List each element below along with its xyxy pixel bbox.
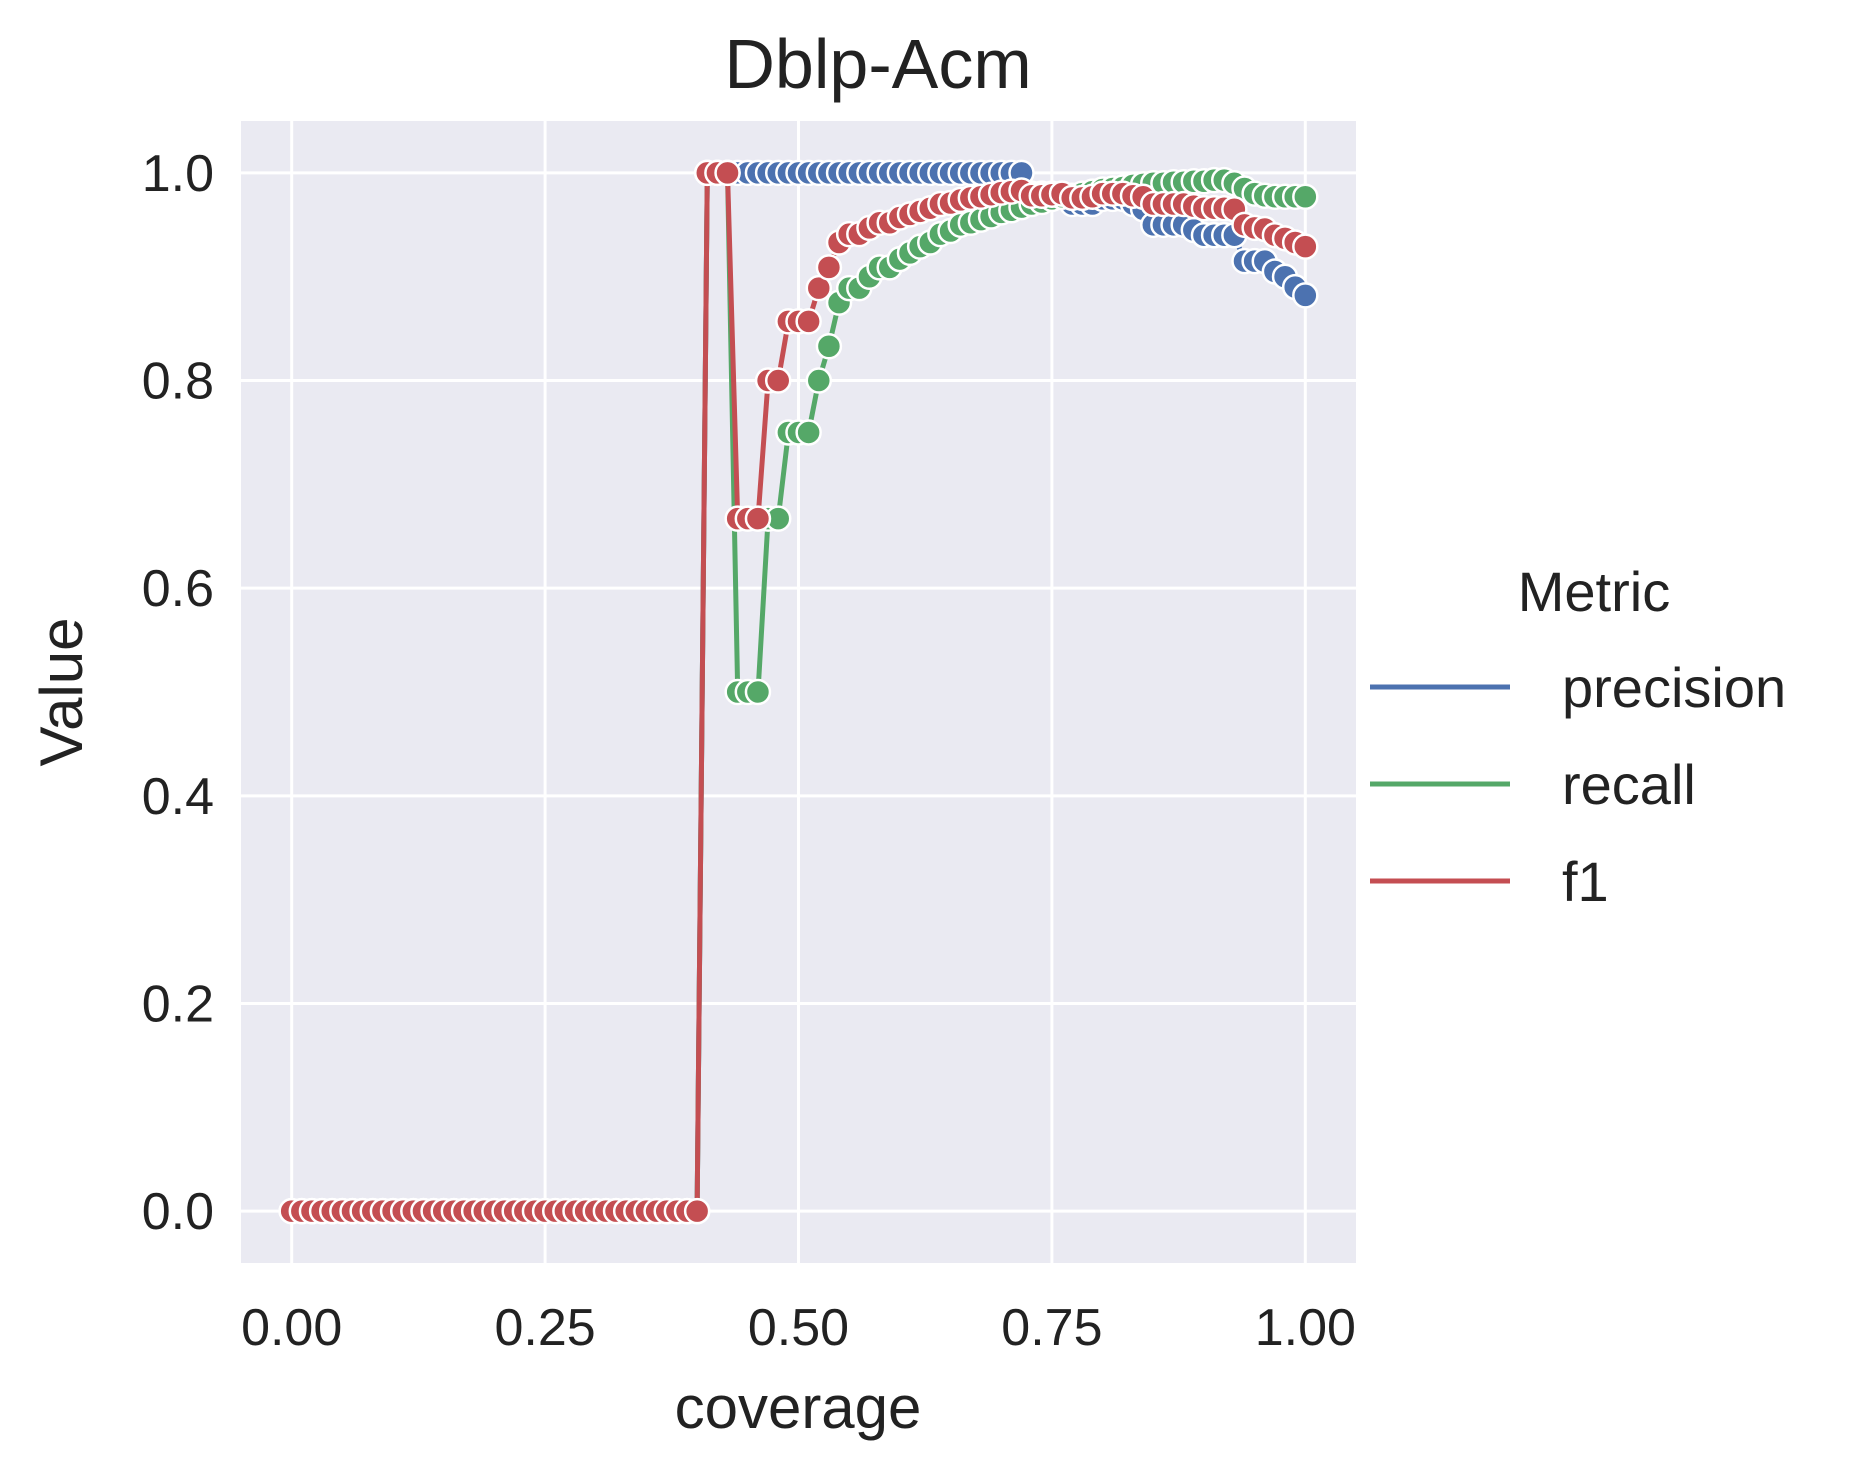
legend-label-recall: recall: [1562, 753, 1696, 816]
series-layer: [278, 159, 1319, 1225]
data-point-f1: [764, 367, 792, 394]
series-f1: [278, 159, 1319, 1225]
y-tick-label: 0.2: [142, 975, 214, 1033]
data-point-recall: [744, 678, 772, 706]
legend-label-precision: precision: [1562, 656, 1786, 719]
data-point-f1: [683, 1197, 711, 1225]
y-tick-label: 0.4: [142, 768, 214, 826]
data-point-f1: [1292, 233, 1319, 260]
x-tick-labels: 0.00 0.25 0.50 0.75 1.00: [241, 1299, 1356, 1357]
y-tick-label: 0.0: [142, 1183, 214, 1241]
data-point-f1: [714, 159, 741, 187]
y-tick-label: 0.8: [142, 353, 214, 411]
x-axis-label: coverage: [675, 1374, 922, 1441]
data-point-precision: [1292, 282, 1319, 309]
y-tick-label: 1.0: [142, 145, 214, 203]
legend: Metric precision recall f1: [1370, 560, 1786, 913]
data-point-f1: [795, 308, 822, 335]
data-point-f1: [744, 505, 772, 532]
x-tick-label: 0.25: [494, 1299, 595, 1357]
x-tick-label: 0.00: [241, 1299, 342, 1357]
data-point-recall: [795, 419, 822, 446]
legend-items: precision recall f1: [1370, 656, 1786, 913]
legend-label-f1: f1: [1562, 850, 1609, 913]
y-tick-labels: 0.0 0.2 0.4 0.6 0.8 1.0: [142, 145, 214, 1241]
y-axis-label: Value: [28, 617, 95, 766]
chart-title: Dblp-Acm: [724, 25, 1031, 103]
x-tick-label: 0.50: [748, 1299, 849, 1357]
x-tick-label: 1.00: [1255, 1299, 1356, 1357]
data-point-f1: [805, 274, 833, 302]
x-tick-label: 0.75: [1001, 1299, 1102, 1357]
legend-title: Metric: [1518, 560, 1670, 623]
data-point-recall: [815, 333, 843, 360]
data-point-recall: [805, 367, 833, 394]
y-tick-label: 0.6: [142, 560, 214, 618]
data-point-recall: [1292, 183, 1319, 211]
data-point-f1: [815, 254, 843, 281]
